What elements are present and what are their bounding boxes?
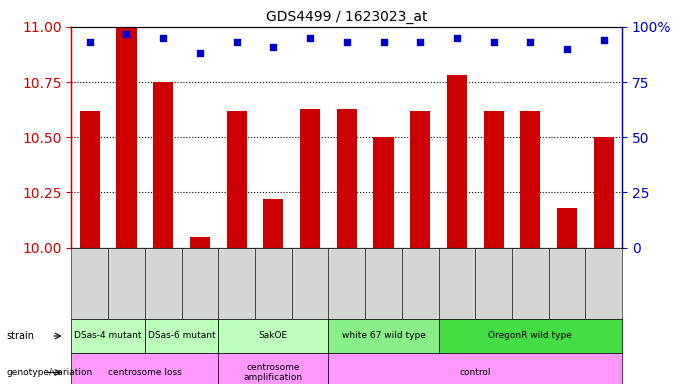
Point [488,39,499,45]
Point [194,50,205,56]
Point [562,46,573,52]
Point [341,39,352,45]
Bar [520,111,541,248]
Point [598,37,609,43]
Point [84,39,95,45]
Bar [557,208,577,248]
Text: strain: strain [7,331,35,341]
Point [378,39,389,45]
Bar [447,75,467,248]
Bar [80,111,100,248]
Bar [116,27,137,248]
Bar [190,237,210,248]
Bar [153,82,173,248]
Bar [483,111,504,248]
Bar [263,199,284,248]
Text: DSas-6 mutant: DSas-6 mutant [148,331,216,341]
Bar [373,137,394,248]
Text: genotype/variation: genotype/variation [7,368,93,377]
Text: centrosome
amplification: centrosome amplification [244,363,303,382]
Point [415,39,426,45]
Point [121,30,132,36]
Point [452,35,462,41]
Bar [410,111,430,248]
Text: SakOE: SakOE [259,331,288,341]
Bar [337,109,357,248]
Bar [300,109,320,248]
Text: white 67 wild type: white 67 wild type [341,331,426,341]
Text: centrosome loss: centrosome loss [108,368,182,377]
Point [525,39,536,45]
Title: GDS4499 / 1623023_at: GDS4499 / 1623023_at [266,10,428,25]
Point [305,35,316,41]
Text: OregonR wild type: OregonR wild type [488,331,573,341]
Text: control: control [460,368,491,377]
Bar [226,111,247,248]
Bar [594,137,614,248]
Point [158,35,169,41]
Point [268,44,279,50]
Text: DSas-4 mutant: DSas-4 mutant [74,331,142,341]
Point [231,39,242,45]
